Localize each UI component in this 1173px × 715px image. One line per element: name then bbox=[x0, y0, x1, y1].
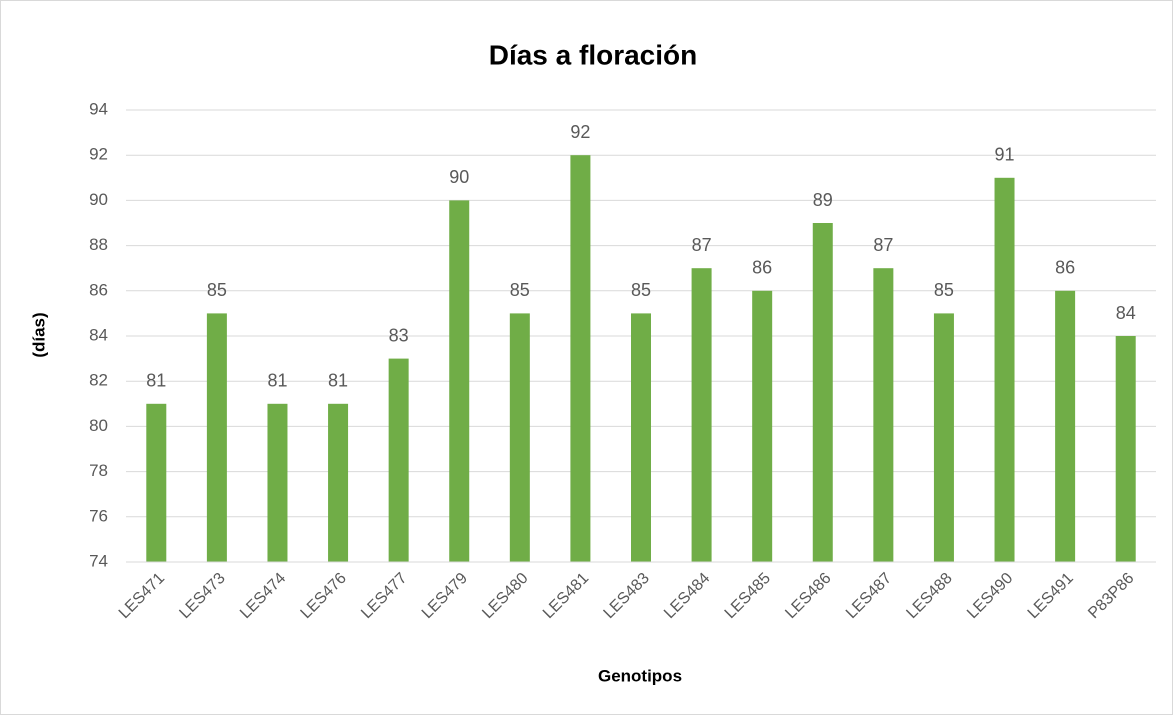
bar bbox=[509, 313, 530, 562]
y-tick-label: 94 bbox=[89, 99, 108, 118]
y-tick-label: 92 bbox=[89, 145, 108, 164]
y-tick-label: 86 bbox=[89, 280, 108, 299]
y-tick-label: 88 bbox=[89, 235, 108, 254]
data-label: 87 bbox=[692, 235, 712, 255]
bar bbox=[388, 358, 409, 562]
bar bbox=[994, 177, 1015, 563]
y-tick-label: 90 bbox=[89, 190, 108, 209]
y-axis-title: (días) bbox=[29, 312, 48, 357]
bar bbox=[570, 155, 591, 562]
y-tick-label: 78 bbox=[89, 461, 108, 480]
y-tick-label: 74 bbox=[89, 551, 108, 570]
data-label: 91 bbox=[995, 145, 1015, 165]
bar bbox=[449, 200, 470, 562]
data-label: 85 bbox=[510, 280, 530, 300]
data-label: 81 bbox=[328, 371, 348, 391]
data-label: 85 bbox=[934, 280, 954, 300]
data-label: 90 bbox=[449, 167, 469, 187]
bar bbox=[691, 268, 712, 562]
bar bbox=[933, 313, 954, 562]
chart-title: Días a floración bbox=[489, 39, 698, 70]
data-label: 87 bbox=[873, 235, 893, 255]
y-tick-label: 80 bbox=[89, 416, 108, 435]
data-label: 85 bbox=[207, 280, 227, 300]
data-label: 81 bbox=[267, 371, 287, 391]
bar bbox=[206, 313, 227, 562]
data-label: 85 bbox=[631, 280, 651, 300]
data-label: 86 bbox=[752, 258, 772, 278]
x-axis-title: Genotipos bbox=[598, 666, 682, 685]
bar bbox=[752, 290, 773, 562]
data-label: 81 bbox=[146, 371, 166, 391]
y-tick-label: 82 bbox=[89, 371, 108, 390]
y-tick-label: 76 bbox=[89, 506, 108, 525]
bar bbox=[267, 403, 288, 562]
data-label: 84 bbox=[1116, 303, 1136, 323]
data-label: 89 bbox=[813, 190, 833, 210]
bar bbox=[146, 403, 167, 562]
bar bbox=[873, 268, 894, 562]
data-label: 83 bbox=[389, 325, 409, 345]
y-tick-label: 84 bbox=[89, 325, 108, 344]
bar bbox=[328, 403, 349, 562]
bar bbox=[1055, 290, 1076, 562]
bar bbox=[1115, 336, 1136, 562]
bar bbox=[812, 223, 833, 562]
data-label: 92 bbox=[570, 122, 590, 142]
bar bbox=[631, 313, 651, 562]
data-label: 86 bbox=[1055, 258, 1075, 278]
